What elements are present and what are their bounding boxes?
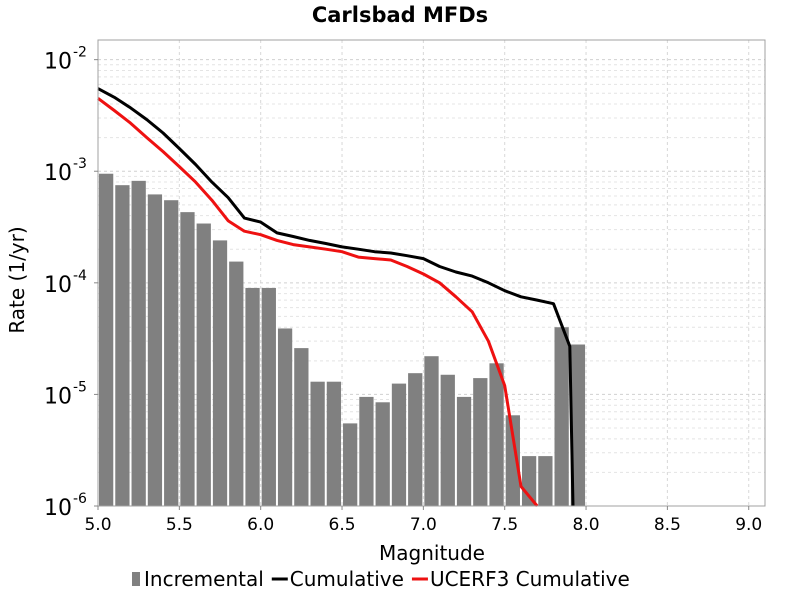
y-tick-label: 10: [44, 161, 72, 186]
y-tick-exponent: -4: [73, 268, 87, 284]
y-tick-exponent: -5: [73, 379, 87, 395]
incremental-bar: [473, 378, 488, 506]
incremental-bar: [505, 415, 520, 506]
y-axis-label: Rate (1/yr): [5, 226, 29, 333]
incremental-bar: [326, 381, 342, 506]
x-tick-label: 8.0: [573, 515, 600, 535]
legend-swatch-bar: [132, 572, 140, 586]
incremental-bar: [147, 194, 163, 506]
incremental-bar: [229, 261, 244, 506]
incremental-bar: [375, 402, 390, 506]
incremental-bar: [343, 423, 358, 506]
x-tick-label: 9.0: [735, 515, 762, 535]
incremental-bar: [99, 173, 114, 507]
incremental-bar: [570, 344, 586, 506]
chart-title: Carlsbad MFDs: [312, 3, 488, 27]
incremental-bar: [164, 200, 179, 506]
incremental-bar: [180, 212, 195, 506]
incremental-bar: [310, 381, 325, 506]
x-axis-label: Magnitude: [379, 541, 485, 565]
legend-label: UCERF3 Cumulative: [430, 567, 630, 591]
incremental-bar: [440, 374, 455, 506]
incremental-bar: [391, 383, 407, 506]
incremental-bar: [277, 328, 293, 506]
cumulative-lines: [97, 87, 575, 507]
incremental-bar: [294, 348, 309, 506]
y-tick-label: 10: [44, 496, 72, 521]
incremental-bar: [359, 396, 374, 506]
x-tick-label: 6.0: [247, 515, 274, 535]
y-tick-label: 10: [44, 50, 72, 75]
incremental-bar: [261, 287, 276, 506]
plot-frame: [97, 39, 766, 507]
y-tick-label: 10: [44, 273, 72, 298]
incremental-bars: [99, 173, 586, 507]
x-tick-label: 5.0: [84, 515, 111, 535]
x-tick-label: 6.5: [329, 515, 356, 535]
y-tick-exponent: -3: [73, 156, 87, 172]
incremental-bar: [554, 327, 569, 506]
legend-label: Cumulative: [290, 567, 404, 591]
incremental-bar: [489, 363, 504, 506]
incremental-bar: [131, 180, 146, 507]
y-tick-exponent: -6: [73, 491, 87, 507]
y-axis-ticks: 10-610-510-410-310-2: [44, 45, 98, 521]
x-tick-label: 8.5: [654, 515, 681, 535]
line-series-cumulative: [97, 87, 575, 507]
incremental-bar: [456, 396, 472, 506]
incremental-bar: [212, 240, 228, 506]
line-series-ucerf3-cumulative: [97, 97, 539, 507]
incremental-bar: [424, 356, 439, 506]
y-tick-exponent: -2: [73, 45, 87, 61]
incremental-bar: [196, 223, 211, 506]
incremental-bar: [408, 373, 423, 506]
y-tick-label: 10: [44, 384, 72, 409]
incremental-bar: [245, 287, 260, 506]
x-tick-label: 7.5: [491, 515, 518, 535]
incremental-bar: [538, 456, 553, 506]
x-tick-label: 7.0: [410, 515, 437, 535]
x-tick-label: 5.5: [166, 515, 193, 535]
legend: Incremental Cumulative UCERF3 Cumulative: [132, 567, 630, 591]
incremental-bar: [115, 185, 130, 506]
x-axis-ticks: 5.0 5.5 6.0 6.5 7.0 7.5 8.0 8.5 9.0: [84, 506, 762, 535]
legend-label: Incremental: [144, 567, 264, 591]
